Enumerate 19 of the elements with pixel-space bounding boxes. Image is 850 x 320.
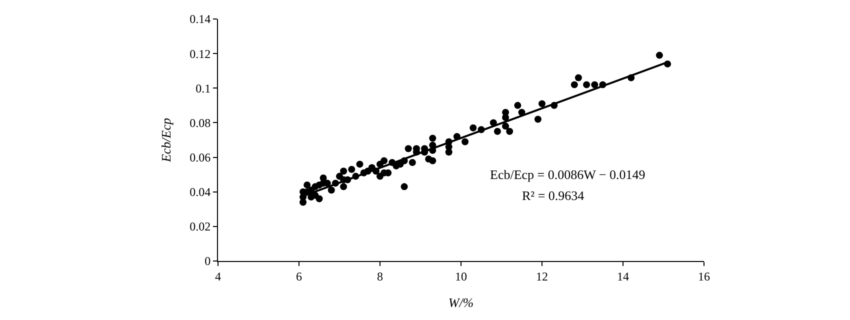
- y-tick-label: 0.06: [190, 150, 211, 164]
- y-tick-label: 0.04: [190, 185, 211, 200]
- x-tick-label: 16: [698, 269, 710, 284]
- x-tick-label: 12: [536, 269, 548, 284]
- annotation: Ecb/Ecp = 0.0086W − 0.0149: [490, 167, 646, 182]
- x-tick-label: 14: [617, 269, 629, 284]
- x-tick-label: 6: [296, 269, 302, 284]
- x-tick-label: 8: [377, 269, 383, 284]
- y-tick-label: 0.1: [196, 81, 211, 96]
- x-tick-label: 4: [215, 269, 221, 284]
- y-tick-label: 0.02: [190, 220, 211, 234]
- annotation: R² = 0.9634: [522, 188, 585, 203]
- y-axis-title: Ecb/Ecp: [158, 117, 174, 164]
- x-axis-title: W/%: [448, 295, 474, 310]
- y-tick-label: 0: [204, 254, 211, 268]
- x-tick-label: 10: [455, 269, 467, 284]
- y-tick-label: 0.12: [190, 46, 211, 61]
- y-tick-label: 0.14: [190, 12, 211, 26]
- y-tick-label: 0.08: [190, 116, 211, 130]
